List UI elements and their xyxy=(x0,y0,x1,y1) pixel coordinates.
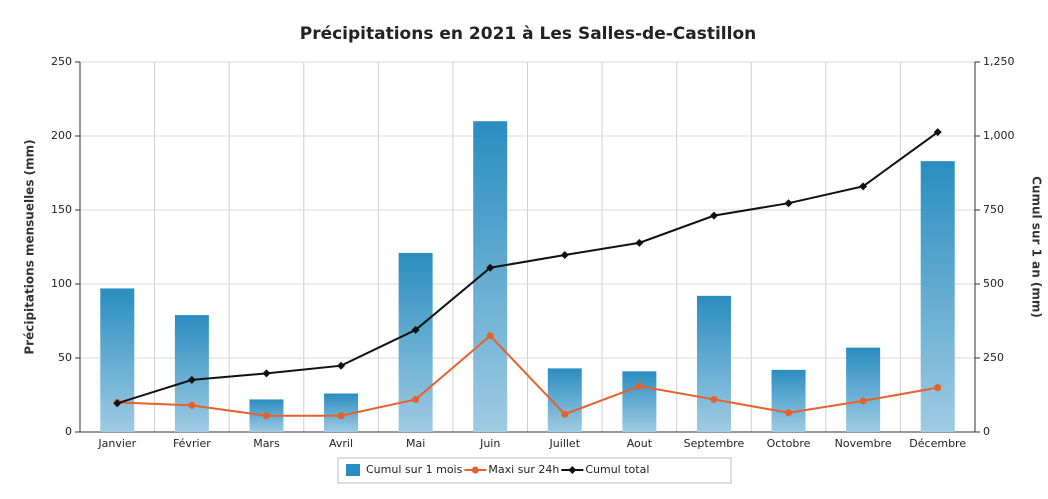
marker xyxy=(486,332,494,340)
marker xyxy=(710,395,718,403)
marker xyxy=(412,395,420,403)
marker xyxy=(411,325,420,334)
marker xyxy=(934,384,942,392)
y2-tick-label: 750 xyxy=(983,203,1004,216)
legend-box xyxy=(337,457,732,484)
bar xyxy=(622,371,657,432)
bar xyxy=(846,347,881,432)
y2-axis-title: Cumul sur 1 an (mm) xyxy=(1030,176,1044,318)
x-tick-label: Aout xyxy=(627,437,653,450)
y-tick-label: 0 xyxy=(65,425,72,438)
marker xyxy=(113,399,122,408)
bar xyxy=(398,252,433,432)
legend-swatch xyxy=(346,464,360,476)
marker xyxy=(561,410,569,418)
marker xyxy=(709,211,718,220)
x-tick-label: Décembre xyxy=(909,437,966,450)
bar xyxy=(696,295,731,432)
bar xyxy=(920,161,955,432)
bar xyxy=(174,315,209,432)
y-tick-label: 150 xyxy=(51,203,72,216)
y2-tick-label: 1,250 xyxy=(983,55,1015,68)
legend-marker xyxy=(471,466,479,474)
x-tick-label: Mars xyxy=(253,437,280,450)
x-tick-label: Janvier xyxy=(97,437,136,450)
marker xyxy=(262,412,270,420)
x-tick-label: Octobre xyxy=(767,437,811,450)
marker xyxy=(337,412,345,420)
x-tick-label: Juin xyxy=(479,437,500,450)
legend-label: Maxi sur 24h xyxy=(488,463,559,476)
chart-title: Précipitations en 2021 à Les Salles-de-C… xyxy=(300,24,757,44)
marker xyxy=(486,263,495,272)
y-tick-label: 250 xyxy=(51,55,72,68)
y2-tick-label: 1,000 xyxy=(983,129,1015,142)
bar xyxy=(771,369,806,432)
marker xyxy=(635,382,643,390)
bar xyxy=(547,368,582,432)
marker xyxy=(785,409,793,417)
marker xyxy=(635,238,644,247)
bar xyxy=(100,288,135,432)
legend-label: Cumul total xyxy=(585,463,649,476)
marker xyxy=(933,128,942,137)
x-tick-label: Novembre xyxy=(835,437,892,450)
line xyxy=(117,334,938,417)
x-tick-label: Mai xyxy=(406,437,425,450)
marker xyxy=(859,397,867,405)
y-axis-title: Précipitations mensuelles (mm) xyxy=(23,139,37,354)
line xyxy=(116,131,939,405)
marker xyxy=(784,199,793,208)
x-tick-label: Février xyxy=(173,437,211,450)
legend-label: Cumul sur 1 mois xyxy=(366,463,463,476)
y2-tick-label: 0 xyxy=(983,425,990,438)
marker xyxy=(187,375,196,384)
y2-tick-label: 500 xyxy=(983,277,1004,290)
x-tick-label: Septembre xyxy=(684,437,745,450)
marker xyxy=(262,369,271,378)
y-tick-label: 100 xyxy=(51,277,72,290)
marker xyxy=(188,401,196,409)
y2-tick-label: 250 xyxy=(983,351,1004,364)
marker xyxy=(859,182,868,191)
legend-marker xyxy=(568,466,577,474)
marker xyxy=(337,361,346,370)
y-tick-label: 200 xyxy=(51,129,72,142)
marker xyxy=(560,250,569,259)
x-tick-label: Avril xyxy=(329,437,353,450)
x-tick-label: Juillet xyxy=(549,437,581,450)
y-tick-label: 50 xyxy=(58,351,72,364)
